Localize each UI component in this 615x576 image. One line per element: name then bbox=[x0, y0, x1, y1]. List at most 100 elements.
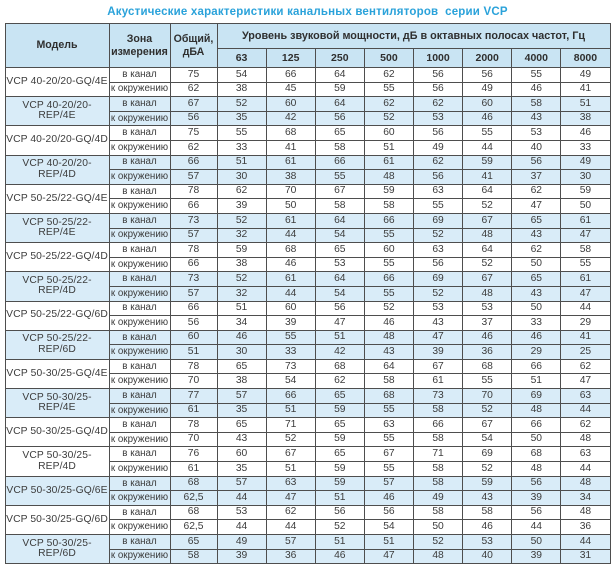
frequency-header-row: 63 125 250 500 1000 2000 4000 8000 bbox=[5, 48, 611, 68]
level-value-4000hz: 48 bbox=[511, 461, 562, 477]
level-value-63hz: 65 bbox=[216, 358, 267, 375]
level-value-1000hz: 62 bbox=[412, 96, 464, 112]
level-value-8000hz: 29 bbox=[560, 315, 611, 331]
table-row: VCP 50-25/22-REP/6D в канал 60 46 55 51 48 47 46… bbox=[4, 329, 611, 360]
level-value-1000hz: 53 bbox=[412, 300, 464, 317]
level-value-63hz: 35 bbox=[216, 402, 267, 419]
level-value-8000hz: 62 bbox=[560, 358, 611, 375]
table-row: к окружению 61 35 51 59 55 58 52 48 44 bbox=[5, 402, 611, 419]
measurement-zone-label: в канал bbox=[108, 212, 171, 229]
measurement-zone-label: в канал bbox=[108, 417, 171, 433]
level-value-4000hz: 46 bbox=[511, 81, 562, 98]
level-value-1000hz: 52 bbox=[412, 534, 464, 550]
level-value-4000hz: 37 bbox=[511, 169, 562, 185]
level-value-250hz: 64 bbox=[314, 271, 365, 287]
level-value-2000hz: 53 bbox=[462, 300, 513, 317]
level-value-4000hz: 50 bbox=[511, 300, 562, 317]
level-value-8000hz: 44 bbox=[560, 534, 611, 550]
total-dba-value: 62 bbox=[169, 81, 218, 98]
level-value-4000hz: 56 bbox=[511, 154, 562, 171]
level-value-2000hz: 37 bbox=[462, 315, 513, 331]
level-value-63hz: 34 bbox=[216, 315, 267, 331]
level-value-1000hz: 53 bbox=[412, 110, 464, 127]
level-value-8000hz: 61 bbox=[560, 212, 611, 229]
model-name: VCP 50-30/25-REP/6D bbox=[4, 533, 110, 565]
level-value-125hz: 61 bbox=[265, 212, 316, 229]
level-value-63hz: 51 bbox=[216, 300, 267, 317]
level-value-4000hz: 39 bbox=[511, 490, 562, 506]
level-value-2000hz: 60 bbox=[462, 96, 513, 112]
level-value-250hz: 67 bbox=[314, 183, 365, 200]
level-value-1000hz: 56 bbox=[412, 81, 464, 98]
measurement-zone-label: к окружению bbox=[108, 402, 171, 419]
col-header-freq-63: 63 bbox=[216, 48, 267, 68]
measurement-zone-label: в канал bbox=[108, 242, 171, 258]
level-value-63hz: 52 bbox=[216, 271, 267, 287]
total-dba-value: 75 bbox=[169, 125, 218, 141]
level-value-2000hz: 44 bbox=[462, 139, 513, 156]
level-value-63hz: 59 bbox=[216, 242, 267, 258]
level-value-2000hz: 46 bbox=[462, 110, 513, 127]
level-value-8000hz: 47 bbox=[560, 373, 611, 390]
level-value-125hz: 73 bbox=[265, 358, 316, 375]
level-value-1000hz: 43 bbox=[412, 315, 464, 331]
col-header-zone: Зона измерения bbox=[108, 23, 171, 68]
level-value-8000hz: 49 bbox=[560, 67, 611, 83]
level-value-4000hz: 50 bbox=[511, 534, 562, 550]
level-value-8000hz: 51 bbox=[560, 96, 611, 112]
table-row: VCP 50-25/22-GQ/4D в канал 78 59 68 65 60 63 64 6… bbox=[4, 242, 611, 273]
level-value-63hz: 38 bbox=[216, 256, 267, 273]
table-row: к окружению 62,5 44 47 51 46 49 43 39 34 bbox=[5, 490, 611, 506]
level-value-500hz: 54 bbox=[363, 519, 415, 535]
level-value-8000hz: 44 bbox=[560, 402, 611, 419]
total-dba-value: 78 bbox=[169, 358, 218, 375]
level-value-8000hz: 36 bbox=[560, 519, 611, 535]
model-name: VCP 50-30/25-GQ/4D bbox=[4, 417, 110, 448]
level-value-4000hz: 43 bbox=[511, 285, 562, 302]
model-name: VCP 50-30/25-GQ/6E bbox=[4, 475, 110, 506]
measurement-zone-label: к окружению bbox=[108, 315, 171, 331]
table-row: к окружению 70 43 52 59 55 58 54 50 48 bbox=[5, 431, 611, 448]
measurement-zone-label: к окружению bbox=[108, 139, 171, 156]
level-value-2000hz: 59 bbox=[462, 154, 513, 171]
level-value-125hz: 61 bbox=[265, 271, 316, 287]
level-value-250hz: 65 bbox=[314, 242, 365, 258]
level-value-125hz: 62 bbox=[265, 504, 316, 521]
level-value-63hz: 53 bbox=[216, 504, 267, 521]
level-value-1000hz: 47 bbox=[412, 329, 464, 346]
level-value-500hz: 59 bbox=[363, 183, 415, 200]
total-dba-value: 57 bbox=[169, 227, 218, 244]
level-value-1000hz: 71 bbox=[412, 446, 464, 463]
table-row: к окружению 70 38 54 62 58 61 55 51 47 bbox=[5, 373, 611, 390]
level-value-2000hz: 55 bbox=[462, 373, 513, 390]
level-value-63hz: 62 bbox=[216, 183, 267, 200]
level-value-125hz: 66 bbox=[265, 67, 316, 83]
level-value-250hz: 65 bbox=[314, 125, 365, 141]
level-value-250hz: 46 bbox=[314, 548, 365, 565]
total-dba-value: 65 bbox=[169, 534, 218, 550]
level-value-8000hz: 47 bbox=[560, 227, 611, 244]
level-value-63hz: 39 bbox=[216, 198, 267, 214]
level-value-2000hz: 67 bbox=[462, 417, 513, 433]
measurement-zone-label: в канал bbox=[108, 154, 171, 171]
table-row: VCP 50-25/22-GQ/4E в канал 78 62 70 67 59 63 64 6… bbox=[4, 183, 611, 214]
level-value-1000hz: 56 bbox=[412, 256, 464, 273]
table-row: VCP 50-30/25-REP/4E в канал 77 57 66 65 68 73 70… bbox=[4, 388, 611, 419]
level-value-63hz: 32 bbox=[216, 227, 267, 244]
level-value-250hz: 55 bbox=[314, 169, 365, 185]
level-value-63hz: 46 bbox=[216, 329, 267, 346]
level-value-1000hz: 58 bbox=[412, 461, 464, 477]
level-value-63hz: 52 bbox=[216, 96, 267, 112]
level-value-500hz: 67 bbox=[363, 446, 415, 463]
level-value-8000hz: 63 bbox=[560, 388, 611, 404]
measurement-zone-label: к окружению bbox=[108, 373, 171, 390]
level-value-63hz: 33 bbox=[216, 139, 267, 156]
total-dba-value: 58 bbox=[169, 548, 218, 565]
level-value-4000hz: 56 bbox=[511, 475, 562, 492]
level-value-125hz: 70 bbox=[265, 183, 316, 200]
level-value-500hz: 66 bbox=[363, 212, 415, 229]
table-row: к окружению 58 39 36 46 47 48 40 39 31 bbox=[5, 548, 611, 565]
level-value-500hz: 60 bbox=[363, 242, 415, 258]
col-header-freq-1000: 1000 bbox=[412, 48, 464, 68]
level-value-500hz: 43 bbox=[363, 344, 415, 360]
